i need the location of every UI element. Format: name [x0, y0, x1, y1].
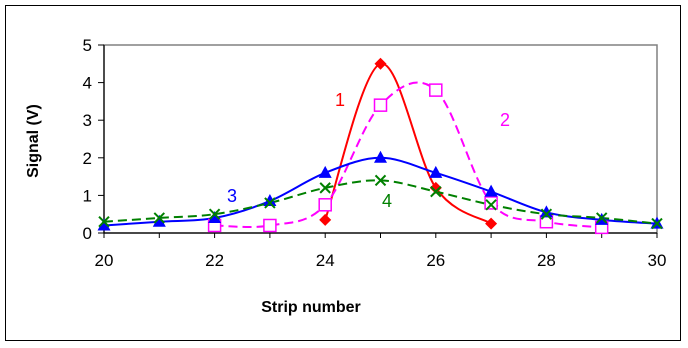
series-4-point — [430, 185, 442, 198]
plot-area — [103, 44, 658, 234]
y-tick-label: 5 — [83, 36, 92, 55]
series-2-point — [263, 218, 277, 233]
series-4-point — [595, 212, 608, 224]
x-tick-label: 30 — [648, 251, 667, 270]
y-tick-label: 1 — [83, 186, 92, 205]
series-1-point — [485, 217, 498, 230]
series-2-line — [214, 81, 602, 229]
series-3-point — [539, 205, 553, 218]
x-tick-label: 22 — [205, 251, 224, 270]
series-4-label: 4 — [382, 191, 392, 211]
y-axis-title: Signal (V) — [25, 104, 42, 178]
x-tick-label: 24 — [316, 251, 335, 270]
y-tick-label: 4 — [83, 74, 92, 93]
series-4-point — [540, 208, 553, 220]
x-tick-label: 26 — [426, 251, 445, 270]
series-2-point — [318, 198, 332, 212]
series-1-line — [324, 62, 492, 225]
series-4-point — [264, 197, 276, 209]
series-4-point — [651, 217, 663, 230]
x-axis-title: Strip number — [261, 299, 361, 316]
series-1-label: 1 — [335, 90, 345, 110]
series-3-point — [484, 184, 498, 197]
series-4-point — [153, 212, 166, 224]
y-tick-label: 3 — [83, 111, 92, 130]
series-4-point — [208, 208, 221, 220]
y-tick-label: 0 — [83, 224, 92, 243]
series-4-point — [485, 199, 497, 211]
series-3-point — [429, 165, 443, 178]
series-2-point — [429, 83, 443, 97]
series-4-point — [98, 216, 110, 228]
series-1-point — [429, 181, 442, 194]
series-2-point — [484, 196, 498, 210]
series-2-label: 2 — [500, 110, 510, 130]
series-3-point — [318, 165, 332, 178]
x-tick-label: 20 — [95, 251, 114, 270]
series-4-point — [374, 174, 387, 187]
series-4-point — [319, 182, 331, 194]
series-3-point — [263, 194, 277, 207]
series-3-point — [152, 214, 166, 227]
series-1-point — [374, 57, 387, 70]
series-3-point — [208, 210, 222, 223]
y-tick-label: 2 — [83, 149, 92, 168]
series-1-point — [319, 213, 332, 226]
series-3-point — [97, 218, 111, 231]
chart-frame: 0 1 2 3 4 5 20 22 24 26 28 30 Strip number Signal (… — [5, 5, 681, 341]
x-tick-label: 28 — [537, 251, 556, 270]
series-2-point — [373, 98, 388, 112]
series-3-point — [374, 150, 387, 163]
series-3-label: 3 — [227, 186, 237, 206]
